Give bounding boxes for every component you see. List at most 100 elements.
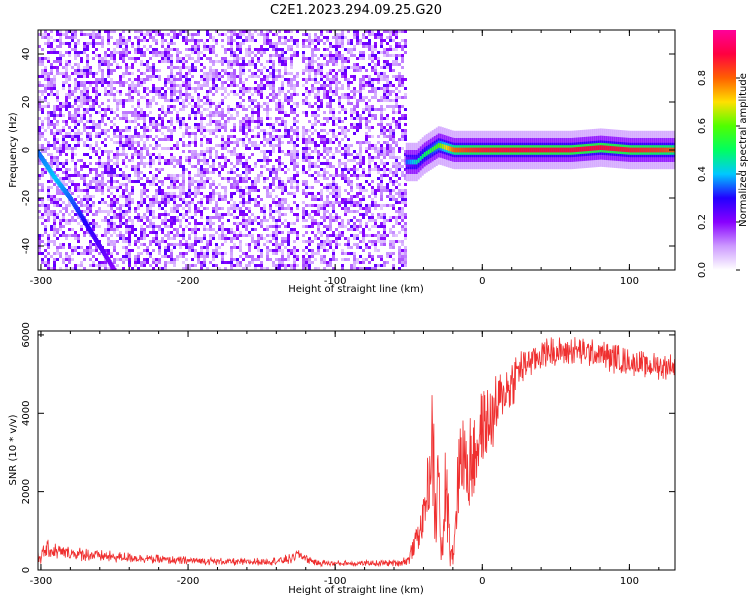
- heatmap-cell: [170, 66, 173, 69]
- heatmap-cell: [155, 144, 158, 147]
- heatmap-cell: [251, 168, 254, 171]
- heatmap-cell: [89, 42, 92, 45]
- heatmap-cell: [278, 111, 281, 114]
- heatmap-cell: [269, 39, 272, 42]
- heatmap-cell: [368, 141, 371, 144]
- heatmap-cell: [371, 105, 374, 108]
- heatmap-cell: [110, 72, 113, 75]
- heatmap-cell: [308, 147, 311, 150]
- heatmap-cell: [320, 99, 323, 102]
- heatmap-cell: [248, 186, 251, 189]
- heatmap-cell: [335, 54, 338, 57]
- heatmap-cell: [113, 246, 116, 249]
- heatmap-cell: [266, 189, 269, 192]
- heatmap-cell: [209, 129, 212, 132]
- heatmap-cell: [188, 201, 191, 204]
- heatmap-cell: [272, 237, 275, 240]
- heatmap-cell: [284, 96, 287, 99]
- heatmap-cell: [86, 195, 89, 198]
- heatmap-cell: [251, 183, 254, 186]
- heatmap-cell: [137, 267, 140, 270]
- heatmap-cell: [104, 132, 107, 135]
- heatmap-cell: [326, 177, 329, 180]
- heatmap-cell: [311, 231, 314, 234]
- heatmap-cell: [257, 111, 260, 114]
- heatmap-cell: [284, 267, 287, 270]
- heatmap-cell: [248, 219, 251, 222]
- heatmap-cell: [329, 141, 332, 144]
- heatmap-cell: [173, 105, 176, 108]
- heatmap-cell: [302, 51, 305, 54]
- heatmap-cell: [104, 171, 107, 174]
- heatmap-cell: [359, 78, 362, 81]
- heatmap-cell: [344, 153, 347, 156]
- heatmap-cell: [56, 69, 59, 72]
- heatmap-cell: [212, 264, 215, 267]
- heatmap-cell: [98, 132, 101, 135]
- heatmap-cell: [200, 126, 203, 129]
- heatmap-cell: [317, 267, 320, 270]
- heatmap-cell: [122, 222, 125, 225]
- heatmap-cell: [104, 165, 107, 168]
- heatmap-cell: [302, 249, 305, 252]
- heatmap-cell: [233, 63, 236, 66]
- heatmap-cell: [275, 159, 278, 162]
- heatmap-cell: [89, 144, 92, 147]
- heatmap-cell: [296, 189, 299, 192]
- heatmap-cell: [110, 84, 113, 87]
- heatmap-cell: [143, 78, 146, 81]
- heatmap-cell: [101, 81, 104, 84]
- heatmap-cell: [311, 249, 314, 252]
- heatmap-cell: [329, 30, 332, 33]
- heatmap-cell: [359, 84, 362, 87]
- heatmap-cell: [104, 90, 107, 93]
- heatmap-cell: [239, 180, 242, 183]
- heatmap-cell: [203, 162, 206, 165]
- heatmap-cell: [155, 240, 158, 243]
- heatmap-cell: [320, 54, 323, 57]
- heatmap-cell: [134, 78, 137, 81]
- heatmap-cell: [203, 45, 206, 48]
- heatmap-cell: [122, 162, 125, 165]
- heatmap-cell: [59, 225, 62, 228]
- heatmap-cell: [263, 228, 266, 231]
- heatmap-cell: [152, 249, 155, 252]
- heatmap-cell: [326, 117, 329, 120]
- heatmap-cell: [278, 183, 281, 186]
- heatmap-cell: [302, 153, 305, 156]
- heatmap-cell: [257, 249, 260, 252]
- heatmap-cell: [41, 198, 44, 201]
- heatmap-cell: [146, 162, 149, 165]
- heatmap-cell: [146, 246, 149, 249]
- heatmap-cell: [104, 111, 107, 114]
- heatmap-cell: [371, 243, 374, 246]
- heatmap-cell: [263, 159, 266, 162]
- heatmap-cell: [257, 87, 260, 90]
- heatmap-cell: [323, 147, 326, 150]
- heatmap-cell: [119, 39, 122, 42]
- heatmap-cell: [263, 219, 266, 222]
- heatmap-cell: [53, 234, 56, 237]
- heatmap-cell: [317, 114, 320, 117]
- heatmap-cell: [302, 72, 305, 75]
- heatmap-cell: [377, 168, 380, 171]
- heatmap-cell: [332, 156, 335, 159]
- heatmap-cell: [122, 141, 125, 144]
- heatmap-cell: [344, 135, 347, 138]
- heatmap-cell: [218, 33, 221, 36]
- heatmap-cell: [284, 120, 287, 123]
- heatmap-cell: [278, 150, 281, 153]
- heatmap-cell: [200, 144, 203, 147]
- heatmap-cell: [371, 168, 374, 171]
- heatmap-cell: [77, 201, 80, 204]
- heatmap-cell: [374, 69, 377, 72]
- heatmap-cell: [158, 114, 161, 117]
- heatmap-cell: [164, 234, 167, 237]
- heatmap-cell: [254, 81, 257, 84]
- heatmap-cell: [308, 156, 311, 159]
- heatmap-cell: [242, 234, 245, 237]
- heatmap-cell: [74, 114, 77, 117]
- heatmap-cell: [206, 222, 209, 225]
- heatmap-cell: [269, 216, 272, 219]
- heatmap-cell: [260, 63, 263, 66]
